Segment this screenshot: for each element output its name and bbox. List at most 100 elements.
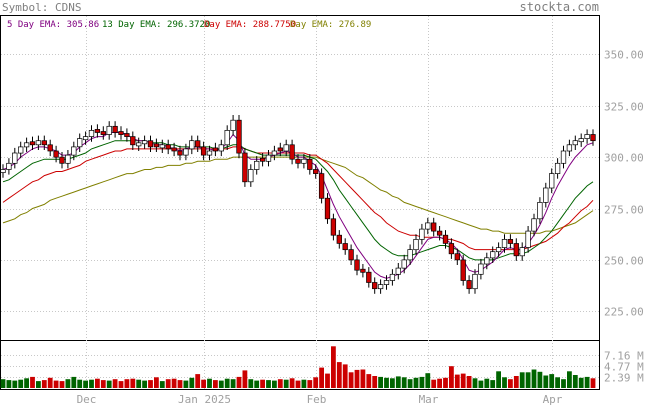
price-tick-label: 275.00 [604,204,644,217]
ema-legend: 5 Day EMA: 305.86 13 Day EMA: 296.3720 D… [7,20,371,30]
volume-tick-label: 2.39 M [604,372,644,385]
legend-ema-5: 5 Day EMA: 305.86 [7,20,99,30]
candle-body [495,247,502,253]
volume-bar [272,380,277,388]
volume-bar [159,381,165,388]
candle-body [177,150,183,156]
candle-body [354,259,360,271]
candle-body [330,218,337,236]
candle-body [277,147,283,152]
candle-body [519,247,525,257]
candle-body [65,154,71,164]
candle-body [584,134,590,139]
candle-body [259,157,266,162]
volume-bar [213,380,218,388]
price-tick-label: 350.00 [604,49,644,62]
candle-body [389,273,396,281]
volume-bar [71,376,77,388]
candle-body [507,239,514,244]
candle-body [377,284,384,290]
candle-body [77,138,83,148]
volume-bar [460,373,466,388]
candle-body [478,263,484,275]
candle-body [224,130,230,146]
volume-bar [431,379,437,388]
volume-bar [313,377,319,388]
candle-body [537,202,543,220]
candle-body [218,144,224,152]
candle-body [383,280,390,285]
candle-body [525,230,531,248]
volume-bar [207,378,212,388]
candle-body [289,144,295,160]
volume-bar [490,380,496,388]
volume-bar [154,377,159,388]
volume-bar [555,377,560,388]
price-axis: 225.00 250.00 275.00 300.00 325.00 350.00 [604,49,644,319]
candle-body [71,146,77,156]
volume-axis: 2.39 M4.77 M7.16 M [604,350,644,385]
price-tick-label: 250.00 [604,255,644,268]
volume-bar [354,369,360,388]
volume-bar [118,381,124,388]
volume-bar [590,378,596,388]
volume-bar [307,380,313,388]
candle-body [466,280,472,290]
volume-bar [519,372,525,388]
candle-body [472,273,478,290]
volume-bar [83,380,88,388]
candle-body [53,150,59,158]
volume-bar [301,379,307,388]
candle-body [118,131,124,135]
date-tick-label: Dec [77,393,97,406]
volume-bar [248,379,254,388]
volume-bar [443,377,448,388]
volume-bar [454,374,460,388]
legend-ema-50: Day EMA: 276.89 [290,20,371,30]
candle-body [590,134,596,142]
volume-bar [472,378,478,388]
candle-body [454,253,460,261]
volume-bar [136,379,142,388]
candle-body [484,257,490,265]
volume-bar [165,379,171,388]
candle-body [171,147,177,152]
volume-bar [466,376,472,388]
volume-bar [295,380,301,388]
candle-body [23,142,30,148]
volume-bar [112,379,118,388]
candle-body [100,131,106,135]
candle-body [159,144,165,149]
candle-body [318,173,325,199]
candle-body [183,148,189,156]
volume-bar [18,379,24,388]
candle-body [395,267,401,275]
volume-bar [266,380,271,388]
volume-bar [189,377,195,388]
volume-bar [413,377,419,388]
volume-bar [218,380,224,388]
candle-body [342,243,348,251]
volume-bar [130,378,136,388]
candle-body [242,152,248,183]
volume-bar [549,374,555,388]
volume-bar [390,378,395,388]
volume-bar [183,380,189,388]
candle-body [295,158,301,164]
candle-body [549,173,555,189]
volume-tick-label: 4.77 M [604,361,644,374]
volume-bar [496,371,501,388]
candle-body [153,143,160,148]
candle-body [82,136,89,141]
candle-body [360,268,366,273]
volume-bar [6,380,12,388]
volume-bar [201,379,206,388]
site-watermark[interactable]: stockta.com [520,0,599,14]
candle-body [265,154,272,162]
candle-body [431,222,437,232]
volume-bar [0,379,6,388]
candle-body [531,218,537,232]
candle-body [206,150,213,156]
